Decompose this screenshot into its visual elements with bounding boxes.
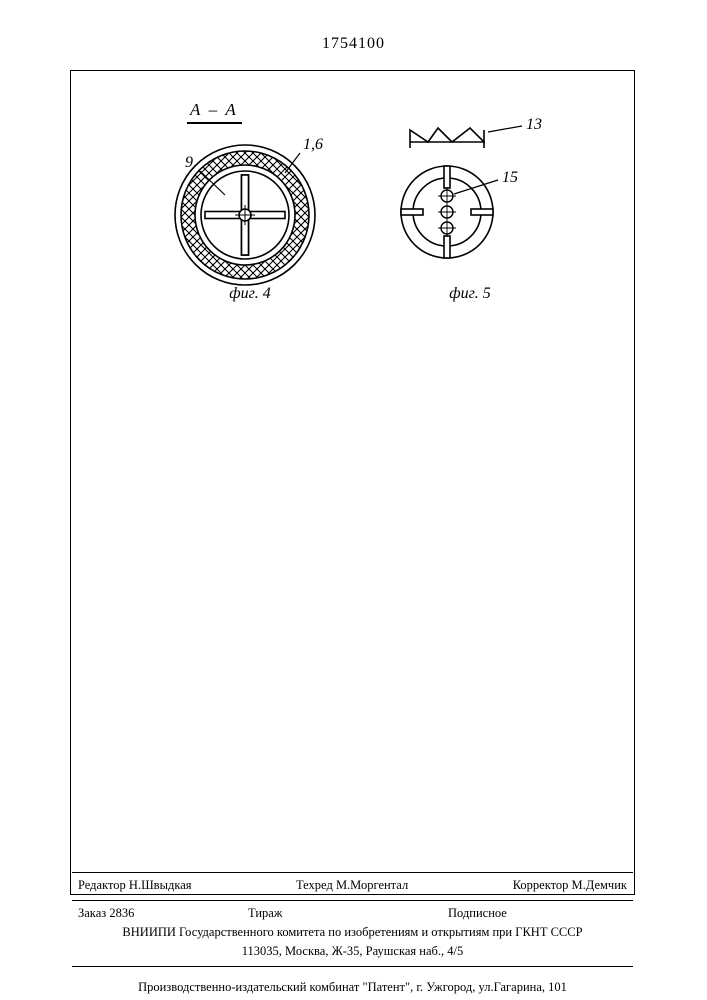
order-label: Заказ bbox=[78, 906, 106, 920]
sign-label: Подписное bbox=[448, 905, 507, 922]
fig4-label-9: 9 bbox=[185, 154, 193, 171]
figures-area: А – А bbox=[135, 110, 575, 310]
figure-5-caption: фиг. 5 bbox=[390, 285, 550, 303]
tirage-label: Тираж bbox=[248, 905, 448, 922]
editor-label: Редактор bbox=[78, 878, 126, 892]
fig5-label-13: 13 bbox=[526, 116, 542, 133]
footer-block: Редактор Н.Швыдкая Техред М.Моргентал Ко… bbox=[72, 870, 633, 995]
section-underline bbox=[187, 122, 242, 124]
fig5-label-15: 15 bbox=[502, 169, 518, 186]
production-line: Производственно-издательский комбинат "П… bbox=[72, 973, 633, 996]
figure-4-caption: фиг. 4 bbox=[170, 285, 330, 303]
document-number: 1754100 bbox=[0, 35, 707, 53]
figure-5-diagram: 13 bbox=[380, 114, 560, 294]
section-label: А – А bbox=[190, 100, 238, 120]
fig4-label-16: 1,6 bbox=[303, 136, 323, 153]
corrector-name: М.Демчик bbox=[572, 878, 627, 892]
corrector-label: Корректор bbox=[513, 878, 569, 892]
editor-name: Н.Швыдкая bbox=[129, 878, 192, 892]
figure-4-diagram: 9 1,6 bbox=[145, 125, 345, 295]
tech-label: Техред bbox=[296, 878, 333, 892]
order-number: 2836 bbox=[109, 906, 134, 920]
address-line: 113035, Москва, Ж-35, Раушская наб., 4/5 bbox=[72, 943, 633, 962]
tech-name: М.Моргентал bbox=[336, 878, 408, 892]
org-line: ВНИИПИ Государственного комитета по изоб… bbox=[72, 924, 633, 943]
